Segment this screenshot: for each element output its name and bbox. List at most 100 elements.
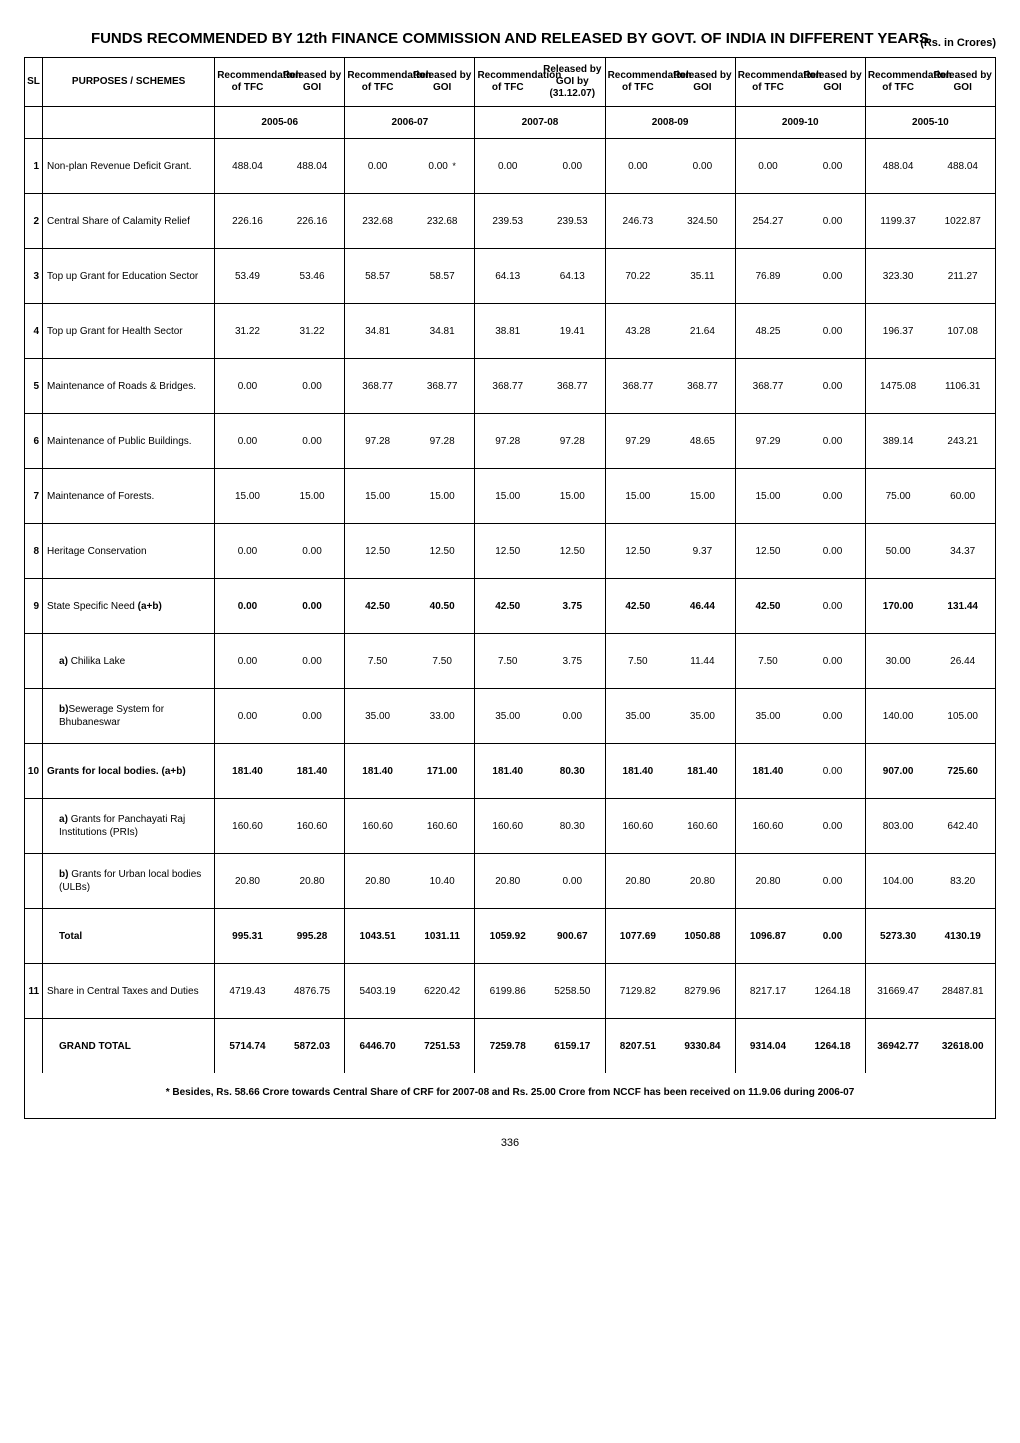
cell: 4876.75 (280, 964, 345, 1019)
cell: 42.50 (735, 579, 800, 634)
cell: 0.00 (800, 139, 865, 194)
cell: 239.53 (540, 194, 605, 249)
cell: 12.50 (345, 524, 410, 579)
cell: 0.00 (345, 139, 410, 194)
cell: 20.80 (345, 854, 410, 909)
row-sl (25, 909, 43, 964)
cell: 15.00 (735, 469, 800, 524)
table-row: b) Grants for Urban local bodies (ULBs) 2… (25, 854, 996, 909)
row-sl: 7 (25, 469, 43, 524)
cell: 140.00 (865, 689, 930, 744)
cell: 5714.74 (215, 1019, 280, 1074)
cell: 181.40 (735, 744, 800, 799)
cell: 9.37 (670, 524, 735, 579)
year-0: 2005-06 (215, 107, 345, 139)
cell: 324.50 (670, 194, 735, 249)
cell: 19.41 (540, 304, 605, 359)
cell: 58.57 (345, 249, 410, 304)
cell: 12.50 (475, 524, 540, 579)
cell: 15.00 (410, 469, 475, 524)
cell: 160.60 (735, 799, 800, 854)
cell: 243.21 (930, 414, 995, 469)
cell: 0.00 (215, 359, 280, 414)
cell: 7259.78 (475, 1019, 540, 1074)
row-sl: 11 (25, 964, 43, 1019)
row-sl (25, 799, 43, 854)
cell: 1475.08 (865, 359, 930, 414)
cell: 181.40 (215, 744, 280, 799)
cell: 64.13 (475, 249, 540, 304)
cell: 5273.30 (865, 909, 930, 964)
cell: 0.00 (800, 469, 865, 524)
table-row: b)Sewerage System for Bhubaneswar0.000.0… (25, 689, 996, 744)
cell: 31669.47 (865, 964, 930, 1019)
row-sl: 5 (25, 359, 43, 414)
header-row-years: 2005-06 2006-07 2007-08 2008-09 2009-10 … (25, 107, 996, 139)
cell: 0.00 (475, 139, 540, 194)
cell: 35.00 (605, 689, 670, 744)
cell: 7.50 (345, 634, 410, 689)
cell: 58.57 (410, 249, 475, 304)
cell: 33.00 (410, 689, 475, 744)
cell: 368.77 (410, 359, 475, 414)
header-rel-0: Released by GOI (280, 58, 345, 107)
row-purpose: GRAND TOTAL (43, 1019, 215, 1074)
cell: 30.00 (865, 634, 930, 689)
cell: 0.00 (800, 634, 865, 689)
cell: 323.30 (865, 249, 930, 304)
page-number: 336 (24, 1137, 996, 1149)
cell: 368.77 (540, 359, 605, 414)
cell: 1096.87 (735, 909, 800, 964)
cell: 9314.04 (735, 1019, 800, 1074)
cell: 15.00 (215, 469, 280, 524)
cell: 0.00 (215, 634, 280, 689)
cell: 368.77 (735, 359, 800, 414)
footnote-text: * Besides, Rs. 58.66 Crore towards Centr… (25, 1073, 996, 1119)
year-3: 2008-09 (605, 107, 735, 139)
cell: 7.50 (475, 634, 540, 689)
cell: 160.60 (215, 799, 280, 854)
cell: 0.00 (735, 139, 800, 194)
cell: 42.50 (475, 579, 540, 634)
header-rec-5: Recommendation of TFC (865, 58, 930, 107)
cell: 0.00 (280, 579, 345, 634)
cell: 226.16 (280, 194, 345, 249)
cell: 7129.82 (605, 964, 670, 1019)
cell: 160.60 (475, 799, 540, 854)
cell: 0.00 (800, 689, 865, 744)
table-row: 6Maintenance of Public Buildings.0.000.0… (25, 414, 996, 469)
cell: 20.80 (605, 854, 670, 909)
row-purpose: Maintenance of Public Buildings. (43, 414, 215, 469)
cell: 0.00 (215, 414, 280, 469)
cell: 97.28 (410, 414, 475, 469)
cell: 642.40 (930, 799, 995, 854)
cell: 0.00 (800, 579, 865, 634)
header-rec-1: Recommendation of TFC (345, 58, 410, 107)
row-sl: 8 (25, 524, 43, 579)
cell: 368.77 (605, 359, 670, 414)
row-purpose: Top up Grant for Health Sector (43, 304, 215, 359)
cell: 0.00 (280, 414, 345, 469)
row-sl (25, 689, 43, 744)
header-sl: SL (25, 58, 43, 107)
table-body: 1Non-plan Revenue Deficit Grant.488.0448… (25, 139, 996, 1074)
cell: 389.14 (865, 414, 930, 469)
cell: 15.00 (280, 469, 345, 524)
cell: 488.04 (865, 139, 930, 194)
header-rec-3: Recommendation of TFC (605, 58, 670, 107)
cell: 8207.51 (605, 1019, 670, 1074)
row-purpose: a) Grants for Panchayati Raj Institution… (43, 799, 215, 854)
table-row: 8Heritage Conservation0.000.0012.5012.50… (25, 524, 996, 579)
cell: 76.89 (735, 249, 800, 304)
page-container: FUNDS RECOMMENDED BY 12th FINANCE COMMIS… (0, 0, 1020, 1169)
cell: 5258.50 (540, 964, 605, 1019)
cell: 34.81 (410, 304, 475, 359)
header-blank-sl (25, 107, 43, 139)
row-purpose: b) Grants for Urban local bodies (ULBs) (43, 854, 215, 909)
cell: 10.40 (410, 854, 475, 909)
table-row: a) Chilika Lake0.000.007.507.507.503.757… (25, 634, 996, 689)
header-row-1: SL PURPOSES / SCHEMES Recommendation of … (25, 58, 996, 107)
cell: 6220.42 (410, 964, 475, 1019)
cell: 0.00 (800, 524, 865, 579)
row-purpose: State Specific Need (a+b) (43, 579, 215, 634)
